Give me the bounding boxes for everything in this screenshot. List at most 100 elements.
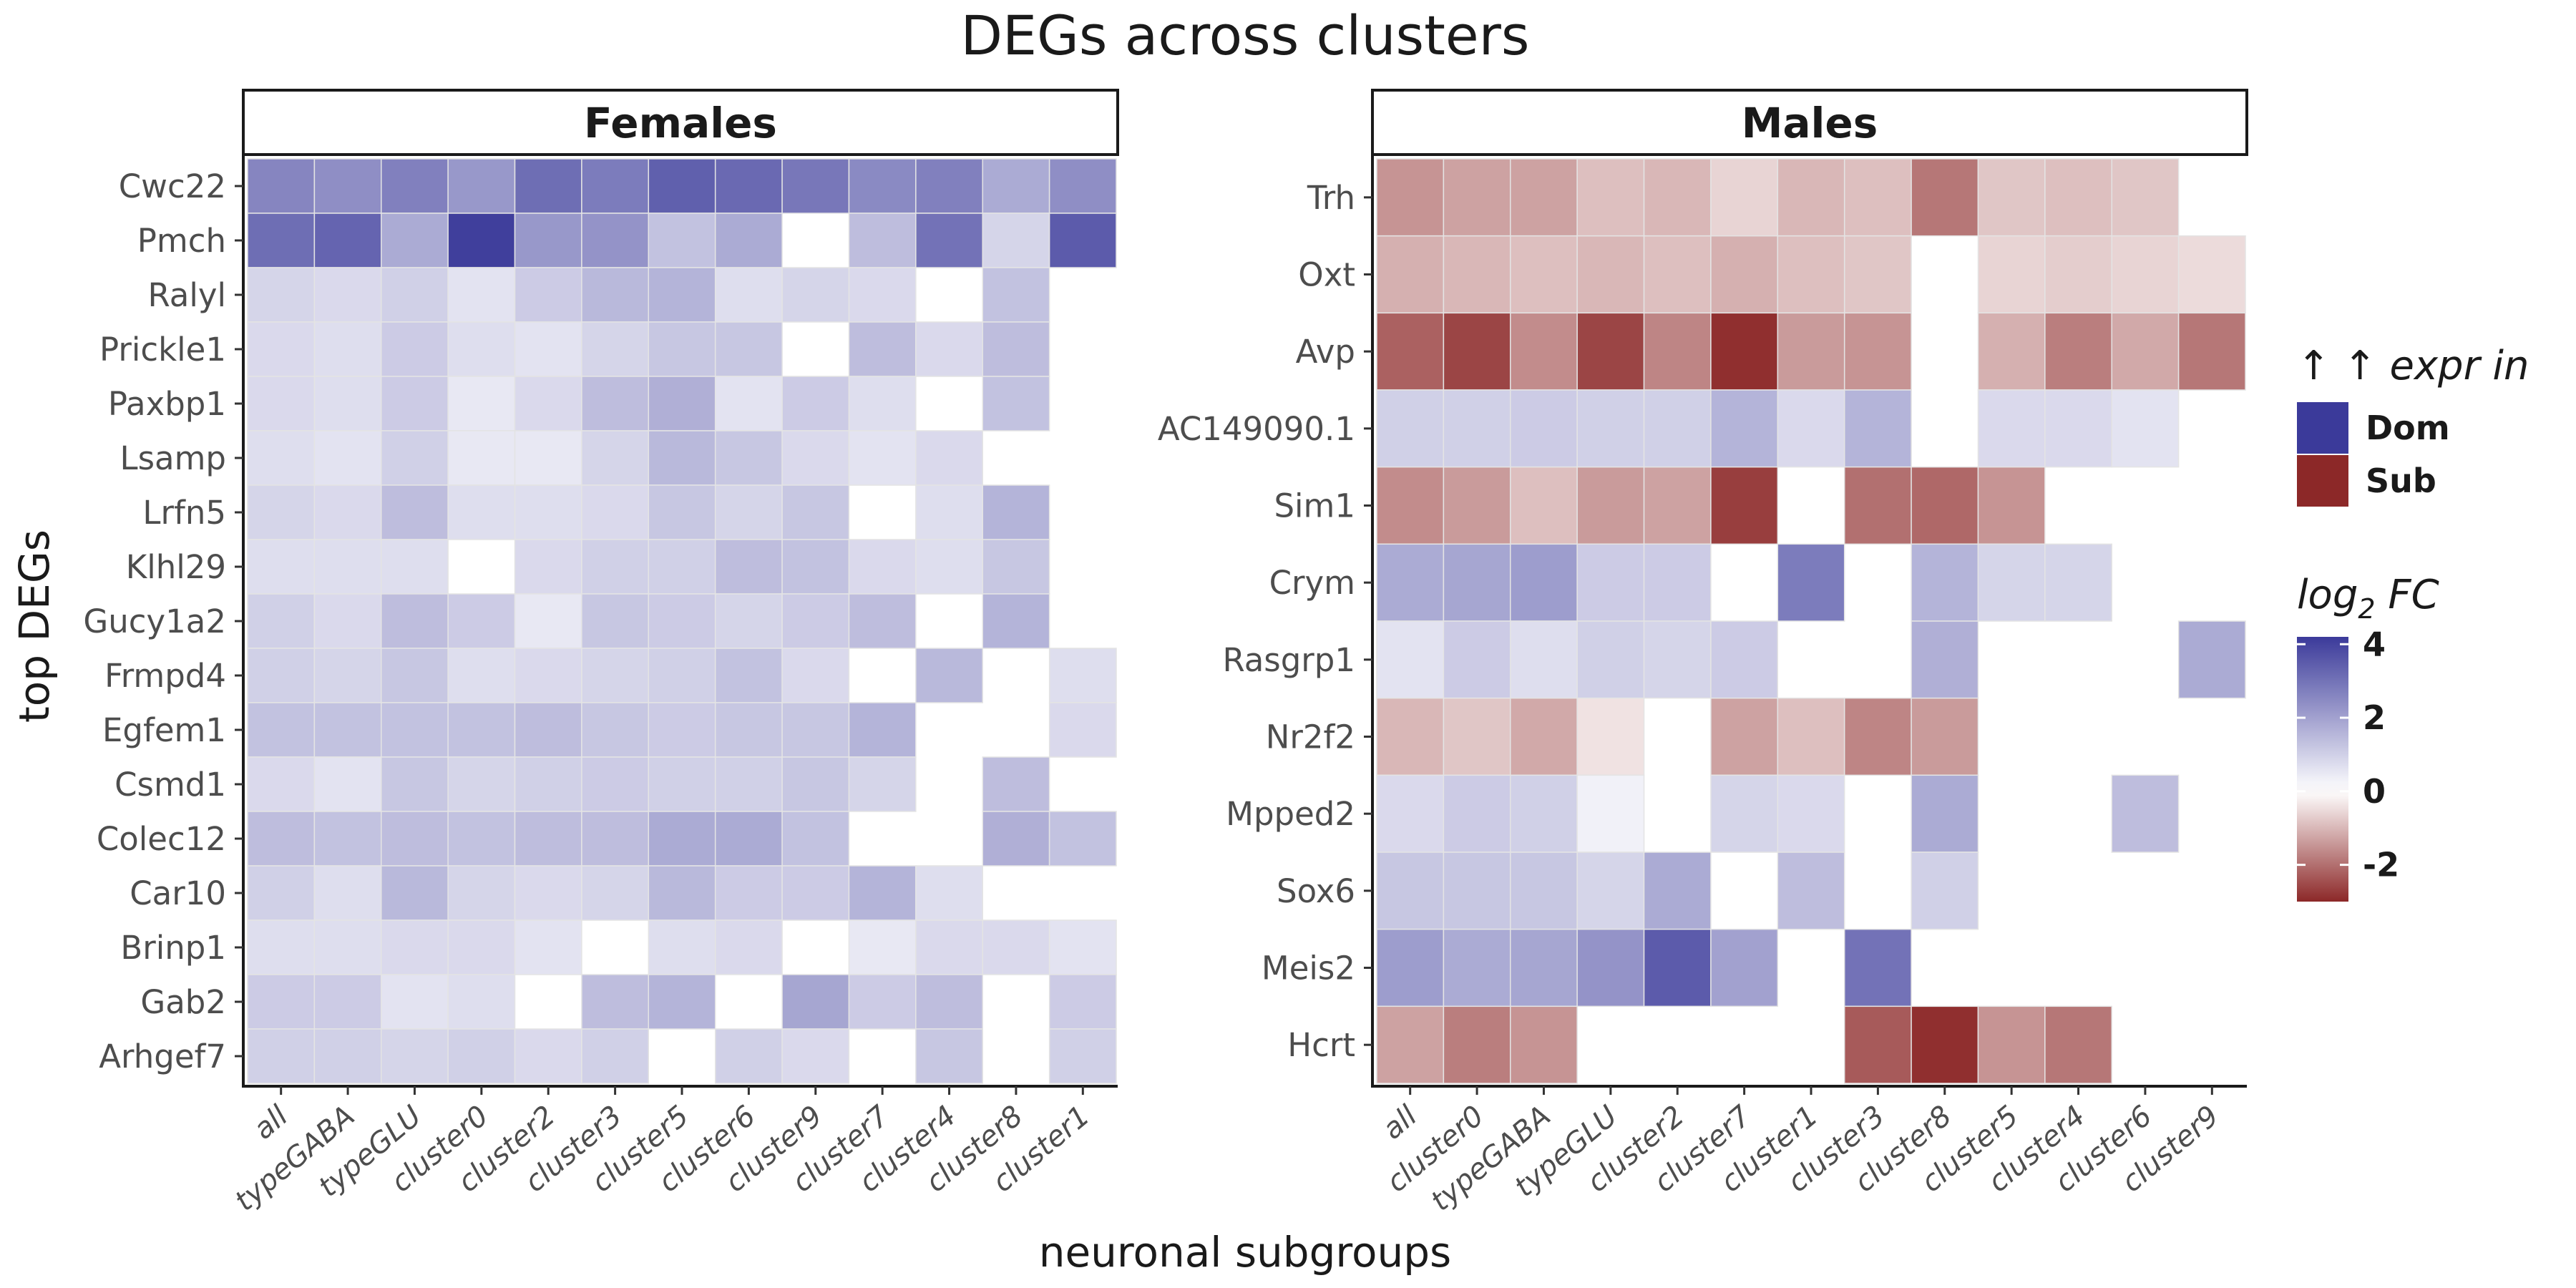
heatmap-cell [1843, 466, 1912, 545]
heatmap-cell [714, 702, 783, 758]
heatmap-cell [1376, 1005, 1445, 1084]
heatmap-cell [915, 1028, 983, 1084]
row-label: Mpped2 [1226, 795, 1355, 833]
heatmap-cell [1510, 620, 1578, 699]
heatmap-cell [1843, 389, 1912, 468]
row-label: Lrfn5 [142, 494, 226, 532]
heatmap-cell [2044, 1005, 2112, 1084]
heatmap-cell [781, 648, 850, 703]
heatmap-cell [1510, 312, 1578, 391]
heatmap-cell [514, 865, 582, 921]
heatmap-cell [1443, 697, 1511, 776]
heatmap-cell [1777, 543, 1845, 622]
heatmap-cell [1710, 312, 1779, 391]
heatmap-cell [447, 756, 516, 812]
heatmap-cell [714, 539, 783, 595]
row-label: AC149090.1 [1158, 410, 1355, 448]
heatmap-cell [781, 702, 850, 758]
heatmap-cell [982, 321, 1050, 377]
heatmap-cell [1376, 928, 1445, 1008]
heatmap-cell [1048, 158, 1117, 214]
heatmap-cell [1843, 235, 1912, 314]
heatmap-cell [1911, 697, 1979, 776]
heatmap-cell [848, 865, 917, 921]
heatmap-cell [514, 430, 582, 486]
heatmap-cell [1376, 852, 1445, 930]
heatmap-cell [1710, 466, 1779, 545]
heatmap-cell [648, 376, 716, 431]
heatmap-cell [381, 648, 449, 703]
heatmap-cell [247, 756, 316, 812]
heatmap-cell [1376, 774, 1445, 853]
row-label: Arhgef7 [99, 1038, 226, 1075]
row-label: Colec12 [97, 820, 226, 858]
heatmap-cell [1510, 697, 1578, 776]
heatmap-cell [1576, 928, 1645, 1008]
heatmap-cell [581, 267, 650, 323]
heatmap-cell [381, 811, 449, 867]
heatmap-cell [581, 702, 650, 758]
row-label: Ralyl [148, 276, 227, 314]
heatmap-cell [581, 213, 650, 268]
heatmap-cell [648, 321, 716, 377]
heatmap-cell [915, 865, 983, 921]
heatmap-cell [982, 919, 1050, 975]
heatmap-cell [1048, 919, 1117, 975]
heatmap-cell [581, 811, 650, 867]
heatmap-cell [1048, 974, 1117, 1030]
legend-label-sub: Sub [2366, 462, 2436, 500]
heatmap-cell [1576, 543, 1645, 622]
heatmap-cell [247, 702, 316, 758]
heatmap-cell [1048, 702, 1117, 758]
heatmap-cell [1977, 312, 2046, 391]
heatmap-cell [1443, 928, 1511, 1008]
row-label: Hcrt [1287, 1026, 1355, 1064]
heatmap-cell [1643, 852, 1712, 930]
heatmap-cell [447, 702, 516, 758]
heatmap-cell [1977, 235, 2046, 314]
heatmap-cell [581, 321, 650, 377]
heatmap-cell [1576, 774, 1645, 853]
heatmap-cell [1510, 543, 1578, 622]
heatmap-cell [982, 593, 1050, 649]
heatmap-cell [313, 919, 382, 975]
heatmap-cell [1777, 235, 1845, 314]
heatmap-cell [381, 539, 449, 595]
heatmap-cell [381, 430, 449, 486]
heatmap-cell [1443, 158, 1511, 237]
heatmap-cell [313, 1028, 382, 1084]
row-label: Csmd1 [114, 766, 226, 804]
heatmap-cell [848, 593, 917, 649]
heatmap-cell [781, 811, 850, 867]
heatmap-cell [447, 430, 516, 486]
heatmap-cell [313, 648, 382, 703]
heatmap-cell [247, 919, 316, 975]
row-label: Car10 [130, 874, 226, 912]
heatmap-cell [781, 539, 850, 595]
heatmap-cell [714, 811, 783, 867]
heatmap-cell [1443, 1005, 1511, 1084]
heatmap-cell [514, 648, 582, 703]
heatmap-cell [581, 593, 650, 649]
heatmap-cell [915, 484, 983, 540]
heatmap-cell [915, 974, 983, 1030]
heatmap-cell [1048, 1028, 1117, 1084]
heatmap-cell [648, 267, 716, 323]
heatmap-cell [1643, 928, 1712, 1008]
heatmap-cell [514, 213, 582, 268]
heatmap-cell [1977, 466, 2046, 545]
heatmap-cell [1843, 697, 1912, 776]
heatmap-cell [648, 484, 716, 540]
heatmap-cell [714, 213, 783, 268]
heatmap-cell [1510, 235, 1578, 314]
legend: ↑ ↑ expr in Dom Sub log2 FC4 2 0 -2 [2297, 343, 2529, 902]
heatmap-cell [915, 321, 983, 377]
heatmap-cell [514, 321, 582, 377]
heatmap-cell [848, 321, 917, 377]
heatmap-cell [1710, 620, 1779, 699]
heatmap-cell [1710, 774, 1779, 853]
y-axis-label: top DEGs [10, 530, 59, 723]
heatmap-cell [1643, 235, 1712, 314]
heatmap-cell [648, 593, 716, 649]
